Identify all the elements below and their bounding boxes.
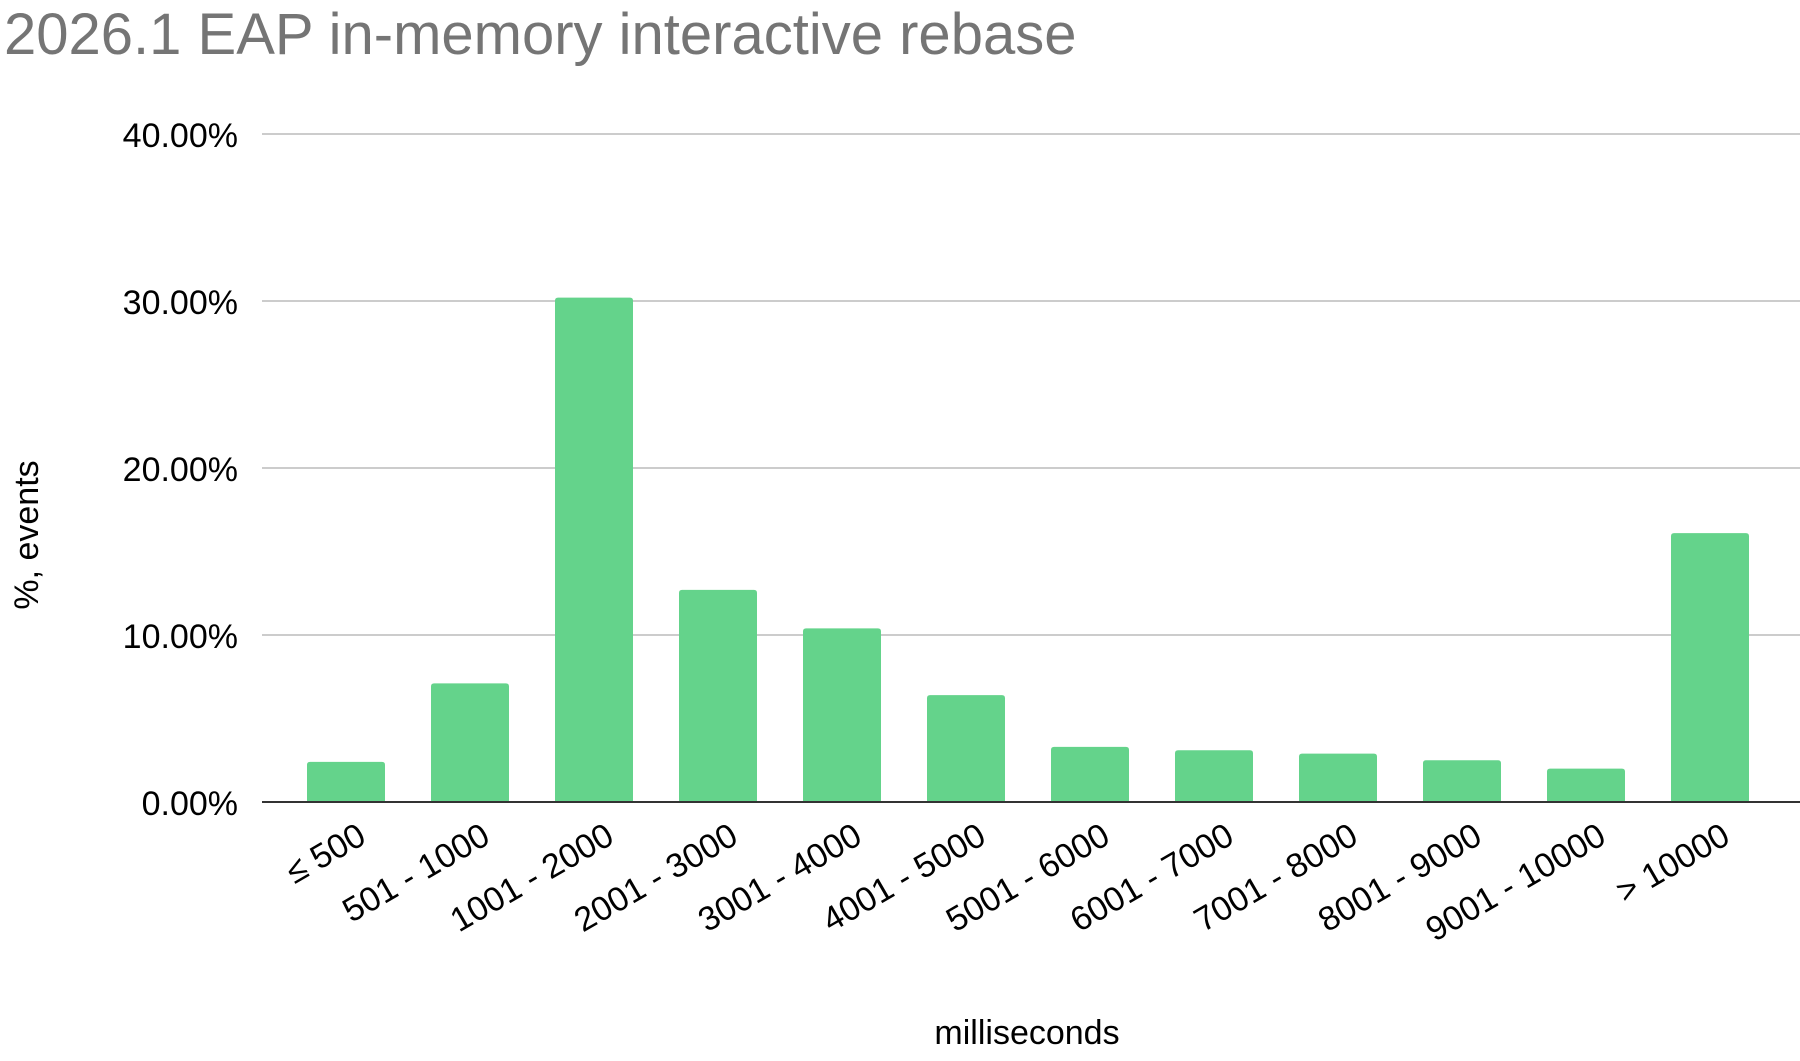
bar (1671, 533, 1749, 802)
y-axis-title: %, events (8, 460, 46, 609)
bar (1547, 768, 1625, 802)
y-tick-label: 20.00% (123, 451, 238, 489)
y-tick-label: 0.00% (142, 785, 238, 823)
bars (307, 297, 1749, 802)
gridlines (262, 133, 1800, 636)
chart-title: 2026.1 EAP in-memory interactive rebase (4, 2, 1076, 67)
bar (431, 683, 509, 802)
x-tick-label: > 10000 (1610, 816, 1736, 911)
bar (307, 761, 385, 802)
bar (927, 695, 1005, 802)
bar (1299, 753, 1377, 802)
y-tick-label: 40.00% (123, 117, 238, 155)
bar (1423, 760, 1501, 802)
x-axis-title: milliseconds (934, 1014, 1119, 1052)
bar (1051, 746, 1129, 802)
x-tick-label: ≤ 500 (280, 816, 372, 891)
bar (679, 589, 757, 802)
y-tick-label: 10.00% (123, 618, 238, 656)
bar (555, 297, 633, 802)
bar (803, 628, 881, 802)
y-tick-labels: 0.00% 10.00% 20.00% 30.00% 40.00% (123, 117, 238, 823)
bar (1175, 750, 1253, 802)
y-tick-label: 30.00% (123, 284, 238, 322)
